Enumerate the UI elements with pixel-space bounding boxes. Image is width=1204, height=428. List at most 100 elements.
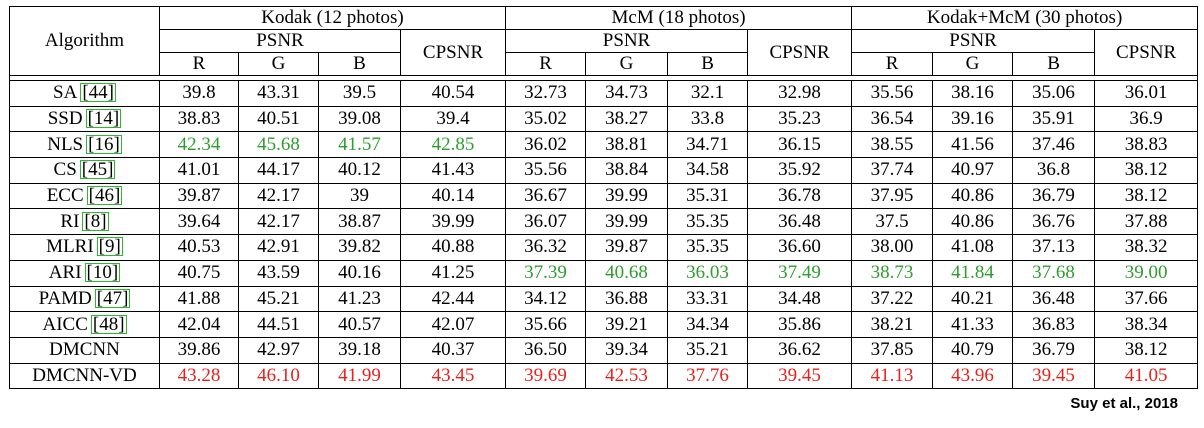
citation-link[interactable]: [10]: [84, 262, 121, 284]
value-cell: 41.05: [1094, 362, 1199, 390]
value-cell: 36.83: [1012, 311, 1096, 338]
cpsnr-header: CPSNR: [1094, 29, 1199, 76]
value-cell: 39.34: [585, 336, 669, 364]
value-cell: 36.03: [667, 259, 749, 287]
value-cell: 39.82: [318, 234, 401, 261]
value-cell: 36.01: [1094, 80, 1199, 107]
value-cell: 32.98: [747, 80, 853, 107]
value-cell: 41.25: [399, 259, 507, 287]
value-cell: 41.33: [932, 311, 1014, 338]
value-cell: 42.34: [159, 131, 239, 159]
value-cell: 43.96: [932, 362, 1014, 390]
citation-link[interactable]: [14]: [85, 108, 122, 130]
value-cell: 40.16: [318, 259, 401, 287]
value-cell: 36.07: [505, 208, 587, 236]
citation-link[interactable]: [16]: [86, 133, 122, 155]
table-row: AICC [48] 42.04 44.51 40.57 42.07 35.66 39.21 34…: [9, 311, 1199, 338]
value-cell: 43.31: [238, 80, 319, 107]
citation-link[interactable]: [45]: [79, 159, 116, 181]
table-row: DMCNN 39.86 42.97 39.18 40.37 36.50 39.34 35.21…: [9, 336, 1199, 364]
channel-r-header: R: [505, 52, 587, 76]
value-cell: 44.17: [238, 157, 319, 184]
value-cell: 37.76: [667, 362, 749, 390]
citation-link[interactable]: [46]: [86, 185, 123, 207]
table-row: SA [44] 39.8 43.31 39.5 40.54 32.73 34.73 32.1 32…: [9, 80, 1199, 107]
citation-link[interactable]: [47]: [94, 287, 131, 309]
value-cell: 39.5: [318, 80, 401, 107]
value-cell: 41.08: [932, 234, 1014, 261]
algorithm-cell: NLS [16]: [9, 131, 160, 159]
citation-link[interactable]: [44]: [80, 82, 116, 104]
value-cell: 37.88: [1094, 208, 1199, 236]
value-cell: 38.12: [1094, 182, 1199, 210]
channel-b-header: B: [1012, 52, 1096, 76]
value-cell: 35.21: [667, 336, 749, 364]
value-cell: 46.10: [238, 362, 319, 390]
citation-link[interactable]: [9]: [96, 236, 123, 258]
value-cell: 37.22: [851, 285, 934, 313]
algorithm-name: DMCNN-VD: [32, 364, 137, 386]
value-cell: 32.73: [505, 80, 587, 107]
value-cell: 40.51: [238, 105, 319, 133]
value-cell: 36.50: [505, 336, 587, 364]
value-cell: 38.55: [851, 131, 934, 159]
algorithm-cell: CS [45]: [9, 157, 160, 184]
value-cell: 32.1: [667, 80, 749, 107]
algorithm-cell: ARI [10]: [9, 259, 160, 287]
channel-r-header: R: [851, 52, 934, 76]
value-cell: 41.56: [932, 131, 1014, 159]
table-row: MLRI [9] 40.53 42.91 39.82 40.88 36.32 39.87 35.…: [9, 234, 1199, 261]
value-cell: 37.5: [851, 208, 934, 236]
value-cell: 39.8: [159, 80, 239, 107]
value-cell: 37.49: [747, 259, 853, 287]
value-cell: 40.57: [318, 311, 401, 338]
value-cell: 35.23: [747, 105, 853, 133]
value-cell: 42.44: [399, 285, 507, 313]
value-cell: 42.17: [238, 208, 319, 236]
value-cell: 40.12: [318, 157, 401, 184]
value-cell: 39.00: [1094, 259, 1199, 287]
value-cell: 36.8: [1012, 157, 1096, 184]
algorithm-cell: SA [44]: [9, 80, 160, 107]
algorithm-name: CS: [53, 159, 77, 181]
value-cell: 42.17: [238, 182, 319, 210]
value-cell: 33.8: [667, 105, 749, 133]
channel-g-header: G: [585, 52, 669, 76]
table-row: ARI [10] 40.75 43.59 40.16 41.25 37.39 40.68 36.…: [9, 259, 1199, 287]
value-cell: 41.01: [159, 157, 239, 184]
algorithm-name: ARI: [48, 262, 82, 284]
value-cell: 41.43: [399, 157, 507, 184]
value-cell: 39.64: [159, 208, 239, 236]
channel-g-header: G: [932, 52, 1014, 76]
value-cell: 36.48: [747, 208, 853, 236]
value-cell: 44.51: [238, 311, 319, 338]
value-cell: 38.12: [1094, 336, 1199, 364]
citation-link[interactable]: [48]: [90, 313, 127, 335]
value-cell: 42.97: [238, 336, 319, 364]
value-cell: 36.78: [747, 182, 853, 210]
channel-g-header: G: [238, 52, 319, 76]
value-cell: 38.34: [1094, 311, 1199, 338]
value-cell: 35.86: [747, 311, 853, 338]
table-row: RI [8] 39.64 42.17 38.87 39.99 36.07 39.99 35.35…: [9, 208, 1199, 236]
psnr-header: PSNR: [851, 29, 1096, 53]
value-cell: 39.16: [932, 105, 1014, 133]
value-cell: 41.84: [932, 259, 1014, 287]
citation-link[interactable]: [8]: [82, 210, 109, 232]
channel-b-header: B: [667, 52, 749, 76]
psnr-header: PSNR: [505, 29, 749, 53]
value-cell: 39.86: [159, 336, 239, 364]
value-cell: 42.91: [238, 234, 319, 261]
value-cell: 35.06: [1012, 80, 1096, 107]
cpsnr-header: CPSNR: [747, 29, 853, 76]
value-cell: 37.68: [1012, 259, 1096, 287]
value-cell: 37.85: [851, 336, 934, 364]
value-cell: 36.79: [1012, 182, 1096, 210]
value-cell: 40.53: [159, 234, 239, 261]
value-cell: 35.02: [505, 105, 587, 133]
value-cell: 40.54: [399, 80, 507, 107]
value-cell: 39.18: [318, 336, 401, 364]
value-cell: 41.88: [159, 285, 239, 313]
value-cell: 37.95: [851, 182, 934, 210]
value-cell: 35.35: [667, 208, 749, 236]
